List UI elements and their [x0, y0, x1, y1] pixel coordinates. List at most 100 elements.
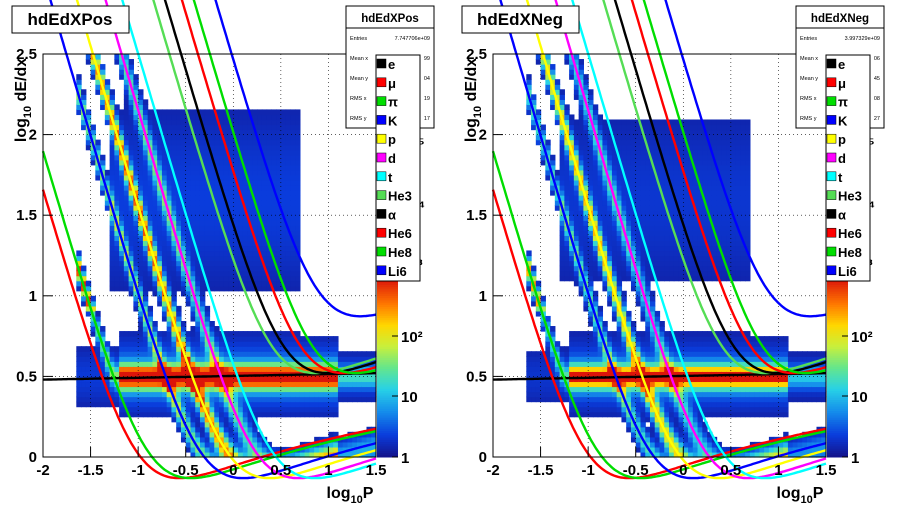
x-tick-label: 0.5 — [720, 462, 741, 479]
curve-α — [613, 0, 827, 375]
curve-π — [41, 150, 377, 480]
legend-entry: μ — [838, 76, 846, 91]
stats-value: 17 — [424, 116, 430, 122]
chart-canvas-neg: -2 -1.5 -1 -0.5 0 0.5 1 1.5 0 0.5 1 1.5 2 2.5 log10P lo… — [461, 0, 885, 506]
legend-entry: π — [838, 95, 848, 110]
stats-value: 45 — [874, 76, 880, 82]
legend-marker-He8 — [826, 246, 837, 257]
legend-marker-d — [376, 152, 387, 163]
stats-label: Entries — [350, 36, 367, 42]
histogram-panel-pos: -2 -1.5 -1 -0.5 0 0.5 1 1.5 0 0.5 1 1.5 2 2.5 log10P lo… — [11, 0, 435, 506]
y-axis-title: log10 dE/dx — [463, 58, 484, 142]
x-axis-title: log10P — [777, 485, 824, 506]
legend-marker-d — [826, 152, 837, 163]
legend-marker-t — [826, 171, 837, 182]
stats-value: 19 — [424, 96, 430, 102]
curve-μ — [41, 189, 377, 480]
stats-label: RMS y — [350, 116, 367, 122]
curve-p — [525, 0, 827, 480]
curve-He8 — [642, 0, 827, 375]
legend-entry: Li6 — [838, 264, 857, 279]
x-axis-title: log10P — [327, 485, 374, 506]
curve-e — [493, 372, 826, 381]
curve-π — [491, 150, 827, 480]
curve-He6 — [180, 0, 377, 375]
title-box — [11, 5, 130, 34]
y-axis-title: log10 dE/dx — [13, 58, 34, 142]
stats-label: Entries — [800, 36, 817, 42]
stats-label: RMS x — [350, 96, 367, 102]
stats-value: 7.747706e+09 — [395, 36, 430, 42]
stats-label: Mean x — [800, 56, 818, 62]
legend-marker-He6 — [376, 227, 387, 238]
x-tick-label: 1.5 — [816, 462, 837, 479]
y-tick-label: 0.5 — [466, 368, 487, 385]
legend-marker-μ — [376, 77, 387, 88]
legend-entry: He8 — [838, 245, 862, 260]
legend-marker-p — [826, 133, 837, 144]
legend-marker-μ — [826, 77, 837, 88]
legend-entry: He8 — [388, 245, 412, 260]
y-tick-label: 1 — [479, 288, 487, 305]
curve-d — [554, 0, 827, 480]
curve-μ — [491, 189, 827, 480]
legend-marker-e — [376, 58, 387, 69]
stats-value: 27 — [874, 116, 880, 122]
legend-entry: μ — [388, 76, 396, 91]
x-tick-label: -1 — [131, 462, 144, 479]
y-tick-label: 2.5 — [466, 46, 487, 63]
curve-e — [43, 372, 376, 381]
y-tick-label: 2 — [29, 127, 37, 144]
title-box — [461, 5, 580, 34]
stats-label: Mean y — [800, 76, 818, 82]
legend-marker-K — [376, 115, 387, 125]
stats-value: 08 — [874, 96, 880, 102]
legend-entry: He6 — [838, 226, 862, 241]
legend-marker-He3 — [826, 190, 837, 200]
legend-marker-K — [826, 115, 837, 125]
y-tick-label: 2 — [479, 127, 487, 144]
x-tick-label: -2 — [486, 462, 499, 479]
y-tick-label: 0.5 — [16, 368, 37, 385]
colorbar-tick-label: 1 — [851, 450, 859, 467]
curve-Li6 — [664, 0, 827, 318]
histogram-panel-neg: -2 -1.5 -1 -0.5 0 0.5 1 1.5 0 0.5 1 1.5 2 2.5 log10P lo… — [450, 0, 900, 514]
legend-marker-p — [376, 133, 387, 144]
y-tick-label: 1 — [29, 288, 37, 305]
curve-t — [571, 0, 827, 480]
legend-entry: p — [838, 132, 846, 147]
y-tick-label: 2.5 — [16, 46, 37, 63]
stats-title: hdEdXNeg — [811, 13, 869, 25]
legend-marker-He3 — [376, 190, 387, 200]
heatmap-density — [526, 54, 827, 458]
x-tick-label: -1.5 — [528, 462, 554, 479]
legend-entry: K — [388, 113, 398, 128]
curve-d — [104, 0, 377, 480]
chart-canvas-pos: -2 -1.5 -1 -0.5 0 0.5 1 1.5 0 0.5 1 1.5 2 2.5 log10P lo… — [11, 0, 435, 506]
stats-label: Mean y — [350, 76, 368, 82]
colorbar-tick-label: 1 — [401, 450, 409, 467]
stats-label: RMS x — [800, 96, 817, 102]
stats-value: 04 — [424, 76, 430, 82]
colorbar-tick-label: 10² — [851, 329, 873, 346]
x-tick-label: 0 — [679, 462, 687, 479]
legend-marker-e — [826, 58, 837, 69]
legend-entry: He3 — [838, 189, 862, 204]
legend-entry: t — [838, 170, 843, 185]
legend-entry: e — [388, 57, 395, 72]
y-tick-label: 1.5 — [466, 207, 487, 224]
curve-Li6 — [214, 0, 377, 318]
legend-entry: e — [838, 57, 845, 72]
x-tick-label: -2 — [36, 462, 49, 479]
legend-entry: Li6 — [388, 264, 407, 279]
curve-He8 — [192, 0, 377, 375]
stats-label: RMS y — [800, 116, 817, 122]
theory-curves — [491, 0, 827, 480]
curve-t — [121, 0, 377, 480]
x-tick-label: -0.5 — [623, 462, 649, 479]
legend-entry: d — [838, 151, 846, 166]
colorbar-tick-label: 10 — [401, 389, 418, 406]
legend-entry: p — [388, 132, 396, 147]
